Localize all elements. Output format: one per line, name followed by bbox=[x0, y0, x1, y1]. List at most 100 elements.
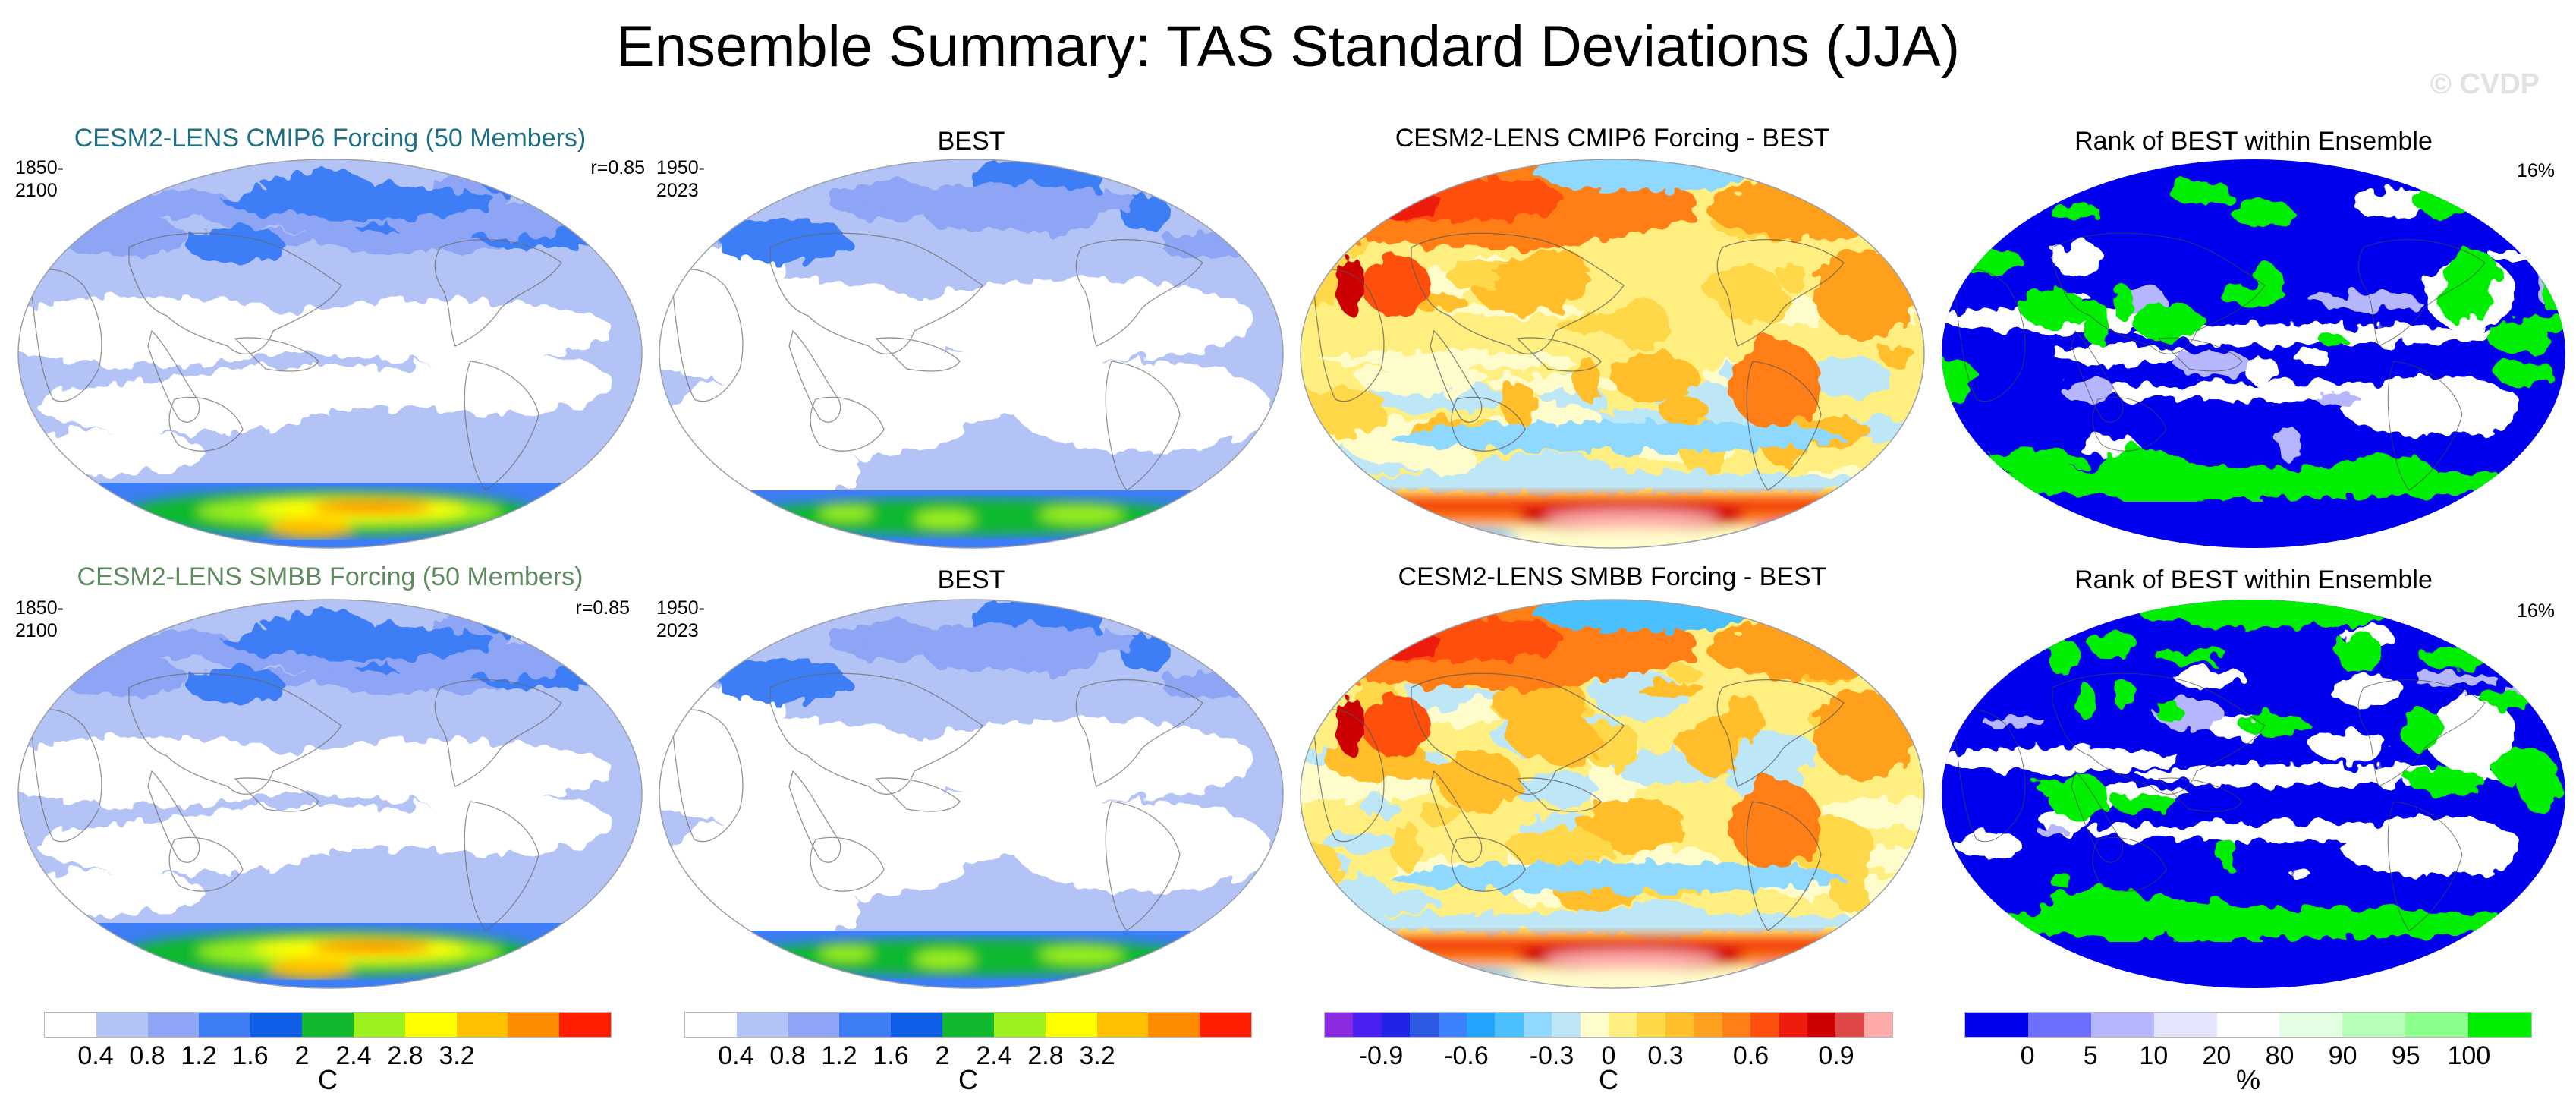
colorbar-tick-label: 0.8 bbox=[129, 1041, 165, 1070]
colorbar-swatch bbox=[942, 1013, 994, 1037]
colorbar-ticks: 0.4 0.8 1.2 1.6 2 2.4 2.8 3.2 bbox=[44, 1038, 612, 1076]
colorbar-swatch bbox=[1609, 1013, 1637, 1037]
colorbar-swatch bbox=[2027, 1013, 2091, 1037]
colorbar-swatch bbox=[1864, 1013, 1893, 1037]
globe-map bbox=[659, 159, 1284, 549]
colorbar-tick-label: 5 bbox=[2083, 1041, 2098, 1070]
colorbar-swatch bbox=[2153, 1013, 2217, 1037]
colorbar-swatch bbox=[1410, 1013, 1439, 1037]
colorbar-tick-label: 2 bbox=[294, 1041, 310, 1070]
colorbar-swatch bbox=[1694, 1013, 1722, 1037]
rank-percentage: 16% bbox=[2516, 600, 2555, 622]
colorbar-tick-label: 10 bbox=[2139, 1041, 2169, 1070]
colorbar-swatch bbox=[1580, 1013, 1609, 1037]
colorbar-ticks: 0.4 0.8 1.2 1.6 2 2.4 2.8 3.2 bbox=[684, 1038, 1252, 1076]
globe-map bbox=[1300, 599, 1925, 989]
colorbar-swatch bbox=[1045, 1013, 1097, 1037]
colorbar-tick-label: 3.2 bbox=[1079, 1041, 1115, 1070]
colorbar-tick-label: 0 bbox=[1601, 1041, 1616, 1070]
figure-title: Ensemble Summary: TAS Standard Deviation… bbox=[615, 14, 1961, 79]
colorbar-swatch bbox=[1722, 1013, 1751, 1037]
colorbar-swatch bbox=[2342, 1013, 2406, 1037]
colorbar-swatch bbox=[1835, 1013, 1864, 1037]
colorbar-tick-label: 2.8 bbox=[387, 1041, 423, 1070]
colorbar-unit: C bbox=[958, 1064, 978, 1095]
cvdp-watermark: © CVDP bbox=[2430, 68, 2540, 100]
colorbar-swatch bbox=[2279, 1013, 2343, 1037]
colorbar-swatch bbox=[2216, 1013, 2280, 1037]
colorbar-swatch bbox=[1325, 1013, 1354, 1037]
colorbar-swatch bbox=[1148, 1013, 1200, 1037]
std-colorbar-1: 0.4 0.8 1.2 1.6 2 2.4 2.8 3.2 C bbox=[44, 1012, 612, 1095]
colorbar-swatch bbox=[788, 1013, 840, 1037]
colorbar-unit: C bbox=[1599, 1064, 1618, 1095]
colorbar-unit: C bbox=[318, 1064, 338, 1095]
rank-colorbar: 0 5 10 20 80 90 95 100 % bbox=[1964, 1012, 2532, 1095]
colorbar-swatch bbox=[1779, 1013, 1807, 1037]
colorbar-swatch bbox=[685, 1013, 737, 1037]
colorbar-swatch bbox=[1965, 1013, 2028, 1037]
colorbar-swatch bbox=[736, 1013, 788, 1037]
colorbar-swatch bbox=[199, 1013, 251, 1037]
globe-map bbox=[17, 599, 643, 989]
colorbar-tick-label: 95 bbox=[2391, 1041, 2420, 1070]
panel-title: CESM2-LENS CMIP6 Forcing - BEST bbox=[1395, 124, 1830, 153]
rank-percentage: 16% bbox=[2516, 160, 2555, 181]
panel-title: CESM2-LENS CMIP6 Forcing (50 Members) bbox=[74, 124, 587, 153]
colorbar-swatch bbox=[1807, 1013, 1836, 1037]
colorbar-tick-label: 0.3 bbox=[1647, 1041, 1684, 1070]
colorbar-unit: % bbox=[2235, 1064, 2261, 1095]
panel-title: BEST bbox=[937, 565, 1005, 594]
panel-period: 1950-2023 bbox=[656, 597, 705, 641]
colorbar-tick-label: -0.9 bbox=[1358, 1041, 1404, 1070]
colorbar-tick-label: 2.4 bbox=[335, 1041, 372, 1070]
colorbar-swatch bbox=[1438, 1013, 1467, 1037]
panel-title: Rank of BEST within Ensemble bbox=[2074, 127, 2433, 156]
colorbar-swatch bbox=[302, 1013, 354, 1037]
pattern-correlation: r=0.85 bbox=[575, 597, 630, 619]
colorbar-tick-label: 1.2 bbox=[821, 1041, 857, 1070]
colorbar-swatch bbox=[1353, 1013, 1382, 1037]
colorbar-swatch bbox=[1096, 1013, 1149, 1037]
colorbar-tick-label: 100 bbox=[2447, 1041, 2491, 1070]
colorbar-swatch bbox=[96, 1013, 148, 1037]
colorbar-ticks: -0.9 -0.6 -0.3 0 0.3 0.6 0.9 bbox=[1324, 1038, 1893, 1076]
panel-period: 1850-2100 bbox=[15, 597, 64, 641]
colorbar-swatch bbox=[1381, 1013, 1411, 1037]
panel-title: Rank of BEST within Ensemble bbox=[2074, 565, 2433, 594]
colorbar-swatch bbox=[559, 1013, 611, 1037]
colorbar-tick-label: 2 bbox=[935, 1041, 950, 1070]
panel-period: 1850-2100 bbox=[15, 157, 64, 201]
colorbar-swatch bbox=[2090, 1013, 2154, 1037]
colorbar-swatches bbox=[684, 1012, 1252, 1038]
colorbar-swatch bbox=[1467, 1013, 1496, 1037]
colorbar-tick-label: -0.6 bbox=[1444, 1041, 1489, 1070]
colorbar-swatch bbox=[2468, 1013, 2532, 1037]
colorbar-swatch bbox=[1552, 1013, 1581, 1037]
colorbar-swatch bbox=[250, 1013, 303, 1037]
colorbar-swatch bbox=[1750, 1013, 1779, 1037]
colorbar-swatches bbox=[1964, 1012, 2532, 1038]
colorbar-tick-label: -0.3 bbox=[1529, 1041, 1574, 1070]
colorbar-tick-label: 0.9 bbox=[1818, 1041, 1854, 1070]
colorbar-tick-label: 2.4 bbox=[976, 1041, 1012, 1070]
colorbar-tick-label: 1.2 bbox=[181, 1041, 217, 1070]
colorbar-tick-label: 0.8 bbox=[769, 1041, 806, 1070]
pattern-correlation: r=0.85 bbox=[590, 157, 645, 178]
colorbar-tick-label: 0.4 bbox=[718, 1041, 754, 1070]
colorbar-swatch bbox=[2405, 1013, 2469, 1037]
globe-map bbox=[17, 159, 643, 549]
colorbar-swatch bbox=[1200, 1013, 1251, 1037]
panel-period: 1950-2023 bbox=[656, 157, 705, 201]
colorbar-tick-label: 1.6 bbox=[232, 1041, 269, 1070]
colorbar-swatch bbox=[891, 1013, 943, 1037]
colorbar-swatch bbox=[1523, 1013, 1552, 1037]
colorbar-tick-label: 20 bbox=[2202, 1041, 2232, 1070]
colorbar-swatch bbox=[1665, 1013, 1694, 1037]
diff-colorbar: -0.9 -0.6 -0.3 0 0.3 0.6 0.9 C bbox=[1324, 1012, 1893, 1095]
panel-title: CESM2-LENS SMBB Forcing (50 Members) bbox=[77, 562, 583, 591]
colorbar-swatch bbox=[993, 1013, 1046, 1037]
colorbar-ticks: 0 5 10 20 80 90 95 100 bbox=[1964, 1038, 2532, 1076]
colorbar-tick-label: 2.8 bbox=[1027, 1041, 1064, 1070]
globe-map bbox=[1942, 600, 2565, 988]
